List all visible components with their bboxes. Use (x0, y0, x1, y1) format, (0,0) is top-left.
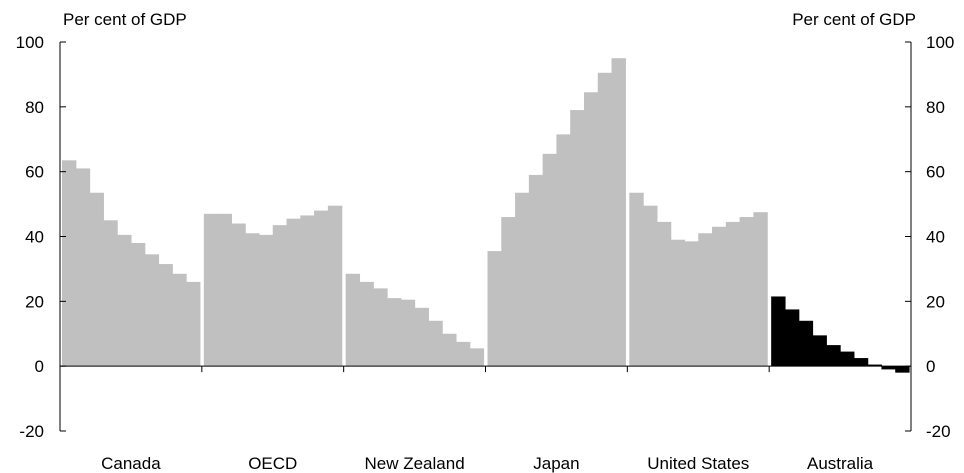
y-tick-label-left-100: 100 (16, 33, 44, 52)
bar-oecd-1 (203, 213, 219, 367)
bar-oecd-8 (300, 215, 315, 367)
y-tick-label-left-20: 20 (25, 292, 44, 311)
bar-united-states-3 (656, 221, 672, 367)
bar-united-states-7 (712, 226, 727, 367)
bar-canada-4 (103, 220, 118, 367)
bar-new-zealand-3 (373, 288, 388, 367)
y-tick-label-right-60: 60 (926, 163, 945, 182)
bar-australia-4 (812, 335, 827, 367)
bar-japan-6 (556, 134, 571, 367)
bar-australia-5 (826, 345, 841, 367)
bar-japan-10 (611, 58, 626, 367)
bar-new-zealand-9 (455, 341, 471, 367)
y-tick-label-right-80: 80 (926, 98, 945, 117)
bar-oecd-3 (231, 223, 246, 367)
bar-oecd-9 (314, 210, 329, 367)
bar-united-states-9 (739, 217, 754, 367)
bar-new-zealand-5 (400, 299, 416, 367)
bar-united-states-5 (684, 241, 699, 367)
y-tick-label-right-100: 100 (926, 33, 954, 52)
y-tick-label-left-80: 80 (25, 98, 44, 117)
bar-japan-5 (542, 153, 558, 367)
bar-new-zealand-2 (359, 281, 374, 367)
bar-oecd-4 (245, 233, 260, 367)
y-tick-label-left-40: 40 (25, 228, 44, 247)
y-axis-unit-label-left: Per cent of GDP (63, 10, 187, 29)
x-tick-label-canada: Canada (101, 454, 161, 473)
bar-canada-8 (158, 264, 173, 367)
x-tick-label-japan: Japan (533, 454, 579, 473)
x-tick-label-oecd: OECD (248, 454, 297, 473)
bar-united-states-10 (753, 212, 768, 367)
bar-united-states-4 (670, 239, 686, 367)
bar-canada-9 (172, 273, 187, 367)
x-tick-label-united-states: United States (647, 454, 749, 473)
x-tick-label-new-zealand: New Zealand (364, 454, 464, 473)
y-tick-label-right-0: 0 (926, 357, 935, 376)
y-tick-label-left-60: 60 (25, 163, 44, 182)
bar-australia-3 (798, 320, 814, 367)
bar-japan-4 (528, 174, 544, 367)
bar-united-states-2 (643, 205, 658, 367)
bar-japan-7 (570, 110, 585, 367)
bar-australia-6 (840, 351, 855, 367)
x-tick-label-australia: Australia (807, 454, 874, 473)
bar-oecd-7 (286, 218, 301, 367)
bar-new-zealand-10 (469, 348, 485, 367)
bar-united-states-6 (698, 233, 713, 367)
bar-japan-3 (515, 192, 530, 367)
bars-layer (62, 58, 910, 373)
bar-australia-8 (867, 364, 883, 367)
bar-canada-1 (62, 160, 77, 367)
bar-australia-7 (853, 358, 869, 367)
bar-australia-9 (881, 366, 896, 370)
bar-new-zealand-4 (387, 298, 402, 367)
bar-oecd-5 (258, 234, 274, 367)
bar-united-states-1 (629, 192, 644, 367)
bar-oecd-6 (272, 225, 288, 367)
bar-united-states-8 (725, 221, 741, 367)
bar-new-zealand-7 (428, 320, 443, 367)
bar-japan-8 (583, 92, 599, 367)
y-tick-label-right-40: 40 (926, 228, 945, 247)
bar-australia-10 (895, 366, 910, 373)
bar-australia-1 (771, 296, 786, 367)
bar-canada-2 (75, 168, 91, 367)
y-tick-label-right--20: -20 (926, 422, 951, 441)
bar-canada-3 (89, 192, 104, 367)
bar-australia-2 (784, 309, 800, 367)
bar-new-zealand-8 (442, 333, 457, 367)
bar-canada-5 (117, 234, 132, 367)
bar-oecd-10 (327, 205, 343, 367)
y-tick-label-left-0: 0 (35, 357, 44, 376)
bar-japan-2 (501, 217, 516, 367)
bar-canada-10 (186, 281, 201, 367)
bar-canada-6 (130, 242, 146, 367)
bar-oecd-2 (217, 213, 232, 367)
bar-canada-7 (144, 254, 160, 367)
y-axis-unit-label-right: Per cent of GDP (792, 10, 916, 29)
bar-japan-1 (487, 251, 502, 367)
bar-new-zealand-6 (414, 307, 429, 367)
axes-layer: Canada OECD New Zealand Japan United States A… (16, 33, 955, 473)
y-tick-label-right-20: 20 (926, 292, 945, 311)
y-tick-label-left--20: -20 (19, 422, 44, 441)
bar-new-zealand-1 (345, 273, 361, 367)
bar-japan-9 (597, 72, 613, 367)
